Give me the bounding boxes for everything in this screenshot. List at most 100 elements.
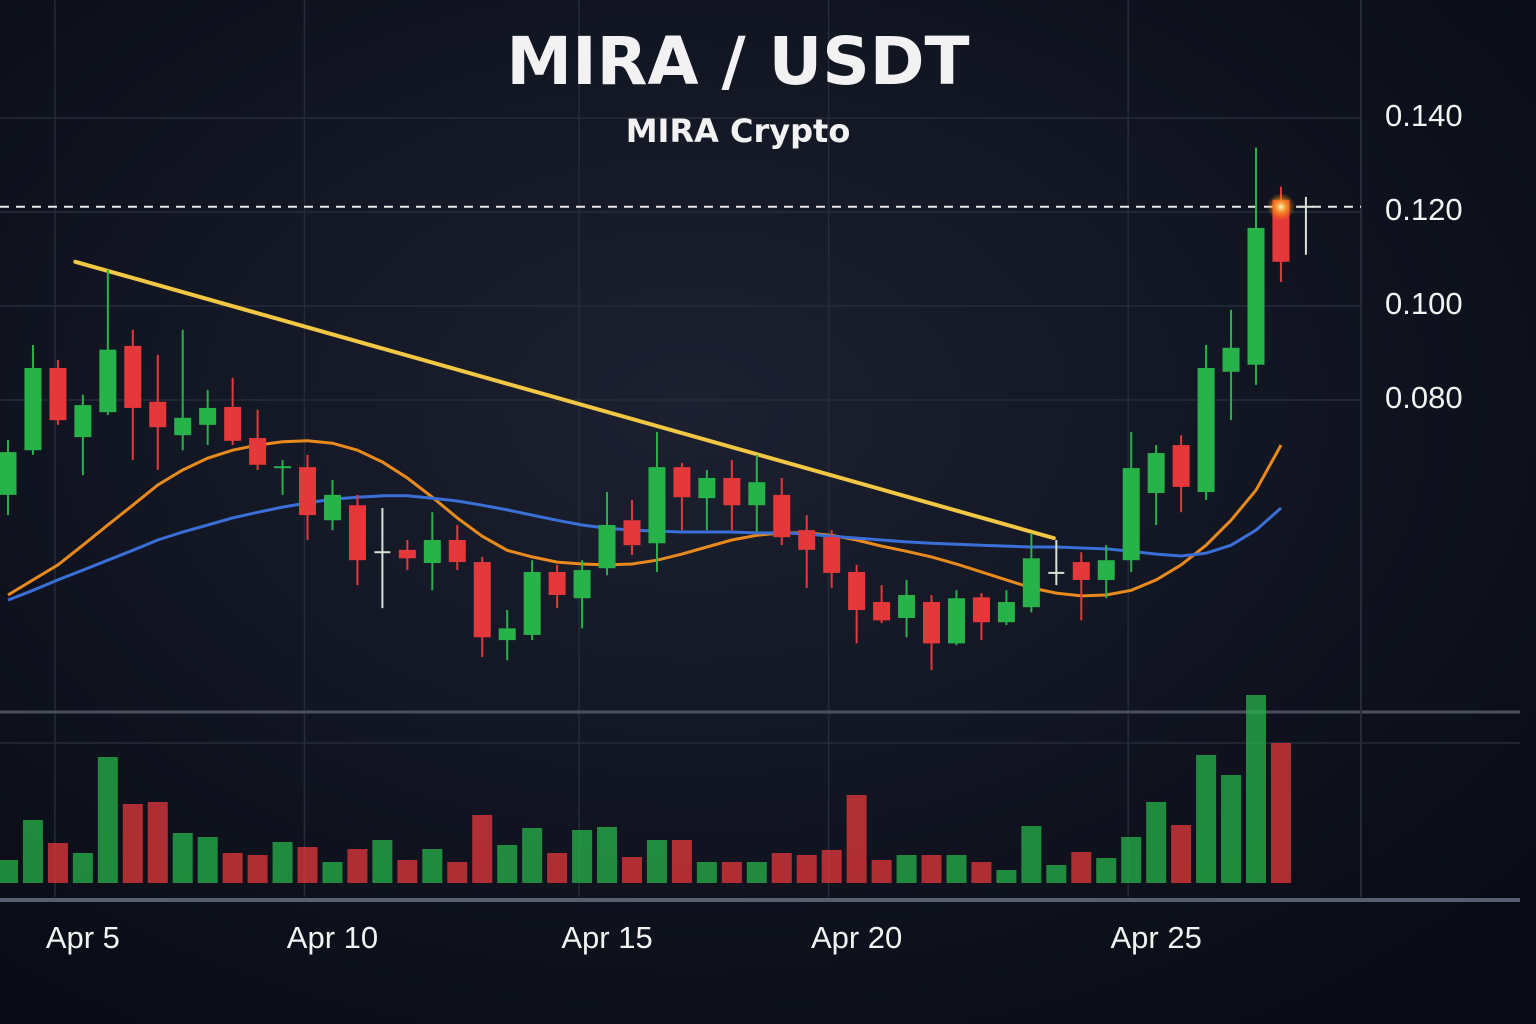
price-glow	[1266, 192, 1295, 221]
candle-body	[997, 602, 1015, 623]
chart-subtitle: MIRA Crypto	[626, 112, 851, 150]
volume-bar	[347, 849, 368, 883]
candle-body	[299, 467, 317, 516]
volume-bar	[397, 860, 418, 883]
candle-body	[1172, 445, 1190, 487]
candle-body	[798, 530, 816, 550]
candle-body	[274, 466, 292, 469]
candle-body	[1022, 558, 1040, 608]
volume-bar	[622, 857, 642, 883]
volume-bar	[871, 860, 892, 883]
candle-body	[823, 537, 841, 573]
candle-body	[348, 505, 366, 561]
candle-body	[1147, 453, 1165, 493]
volume-bar	[1096, 858, 1117, 883]
candle-body	[947, 598, 965, 644]
volume-bar	[1246, 695, 1266, 883]
volume-bar	[921, 855, 942, 883]
candle-body	[623, 520, 641, 546]
volume-bar	[896, 855, 917, 883]
y-tick-label: 0.120	[1385, 192, 1463, 227]
candle-body	[174, 417, 192, 436]
x-tick-label: Apr 20	[811, 920, 902, 955]
candle-body	[498, 628, 516, 641]
volume-bar	[1121, 837, 1142, 883]
volume-bar	[1270, 743, 1291, 883]
x-tick-label: Apr 25	[1110, 920, 1201, 955]
volume-bar	[671, 840, 692, 883]
candle-body	[124, 345, 142, 408]
volume-bar	[447, 862, 468, 883]
y-tick-label: 0.100	[1385, 286, 1463, 321]
moving-average-line	[7, 494, 1282, 602]
volume-bar	[597, 827, 618, 883]
candle-body	[99, 349, 117, 413]
candle-body	[1048, 571, 1065, 574]
candle-body	[648, 467, 666, 544]
volume-bar	[147, 802, 168, 883]
volume-bar	[272, 842, 293, 883]
volume-bar	[1221, 775, 1242, 883]
candle-body	[1097, 560, 1115, 580]
candle-body	[748, 482, 766, 506]
candle-body	[74, 405, 92, 438]
volume-bar	[122, 804, 143, 883]
volume-bar	[372, 840, 393, 883]
candle-body	[0, 452, 17, 495]
volume-bar	[422, 849, 443, 883]
candle-body	[523, 571, 541, 635]
candle-body	[473, 562, 491, 638]
volume-bar	[47, 843, 68, 883]
candle-body	[773, 494, 791, 538]
volume-bar	[1146, 802, 1167, 883]
volume-bar	[771, 853, 792, 883]
volume-bar	[547, 853, 568, 883]
volume-bar	[72, 853, 93, 883]
candle-body	[548, 571, 566, 595]
candle-body	[1122, 468, 1140, 561]
candle-body	[848, 571, 866, 611]
volume-bar	[97, 757, 118, 883]
volume-bar	[821, 850, 842, 883]
candle-body	[448, 539, 466, 563]
volume-bar	[721, 862, 742, 883]
volume-bar	[247, 855, 268, 883]
trendline	[73, 259, 1056, 541]
volume-bar	[497, 845, 518, 883]
candle-body	[24, 367, 42, 451]
candle-body	[398, 549, 416, 559]
volume-bar	[572, 830, 593, 883]
volume-bar	[1196, 755, 1217, 883]
candle-body	[598, 524, 616, 569]
volume-bar	[1021, 826, 1042, 883]
x-tick-label: Apr 5	[46, 920, 120, 955]
candle-body	[972, 597, 990, 623]
volume-bar	[322, 862, 343, 883]
y-tick-label: 0.080	[1385, 380, 1463, 415]
candle-body	[698, 477, 716, 499]
volume-bar	[1071, 852, 1092, 883]
volume-bar	[22, 820, 43, 883]
candle-body	[374, 551, 391, 554]
x-tick-label: Apr 15	[561, 920, 652, 955]
volume-bar	[996, 870, 1017, 883]
candle-body	[873, 602, 891, 621]
volume-bar	[746, 862, 767, 883]
candle-body	[323, 494, 341, 521]
candle-body	[149, 401, 167, 428]
candle-body	[573, 570, 591, 599]
candle-body	[923, 602, 941, 644]
volume-bar	[946, 855, 967, 883]
x-tick-label: Apr 10	[287, 920, 378, 955]
volume-bar	[172, 833, 193, 883]
volume-bar	[0, 860, 18, 883]
candle-body	[1222, 347, 1240, 372]
moving-average-line	[7, 439, 1283, 598]
volume-bar	[1171, 825, 1192, 883]
volume-bar	[646, 840, 667, 883]
volume-bar	[796, 855, 817, 883]
volume-bar	[971, 862, 992, 883]
volume-bar	[197, 837, 218, 883]
candle-body	[199, 407, 217, 425]
